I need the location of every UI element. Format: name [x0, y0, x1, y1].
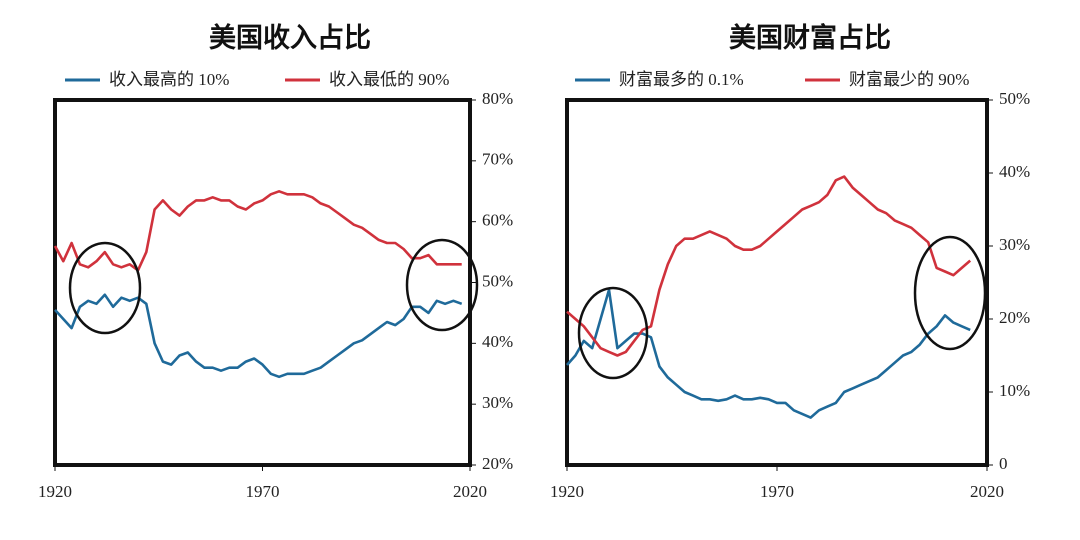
- series-line: [566, 175, 972, 357]
- series-line: [566, 288, 971, 419]
- legend-label: 财富最少的 90%: [849, 70, 969, 89]
- highlight-ellipse: [913, 235, 987, 351]
- y-tick-label: 60%: [482, 211, 513, 230]
- y-tick-label: 50%: [999, 89, 1030, 108]
- legend-label: 收入最高的 10%: [109, 70, 229, 89]
- y-tick-label: 50%: [482, 271, 513, 290]
- x-tick-label: 1970: [760, 482, 794, 501]
- legend-label: 收入最低的 90%: [329, 70, 449, 89]
- y-tick-label: 70%: [482, 150, 513, 169]
- y-tick-label: 40%: [482, 332, 513, 351]
- y-tick-label: 40%: [999, 162, 1030, 181]
- plot-frame: [53, 98, 472, 467]
- highlight-ellipse: [405, 238, 479, 332]
- y-tick-label: 80%: [482, 89, 513, 108]
- y-tick-label: 30%: [999, 235, 1030, 254]
- legend-label: 财富最多的 0.1%: [619, 70, 744, 89]
- x-tick-label: 1920: [38, 482, 72, 501]
- highlight-ellipse: [68, 241, 142, 335]
- plot-frame: [565, 98, 989, 467]
- series-line: [53, 190, 462, 272]
- chart-title: 美国收入占比: [209, 22, 371, 53]
- y-tick-label: 20%: [999, 308, 1030, 327]
- x-tick-label: 1970: [246, 482, 280, 501]
- y-tick-label: 30%: [482, 393, 513, 412]
- y-tick-label: 20%: [482, 454, 513, 473]
- chart-title: 美国财富占比: [729, 22, 891, 53]
- x-tick-label: 2020: [970, 482, 1004, 501]
- x-tick-label: 2020: [453, 482, 487, 501]
- series-line: [54, 293, 463, 379]
- x-tick-label: 1920: [550, 482, 584, 501]
- y-tick-label: 0: [999, 454, 1008, 473]
- y-tick-label: 10%: [999, 381, 1030, 400]
- highlight-ellipse: [577, 286, 649, 380]
